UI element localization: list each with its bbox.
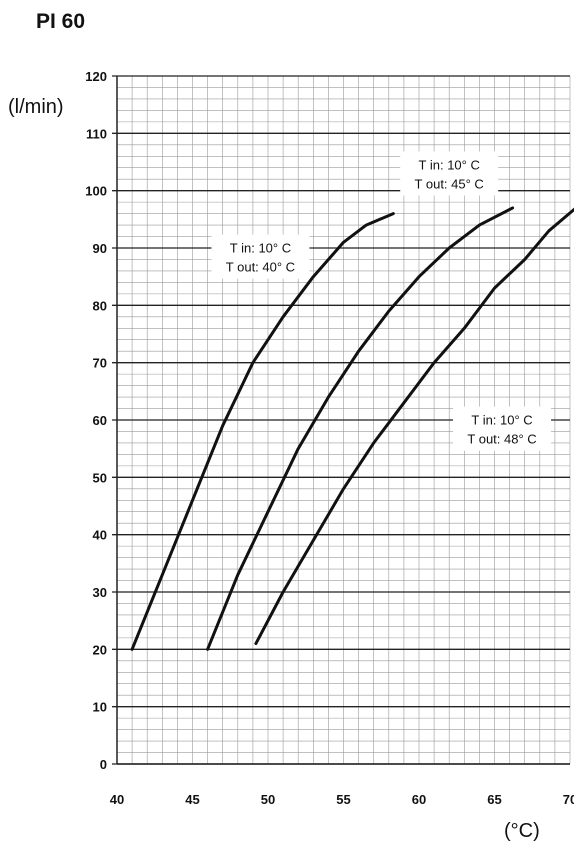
annotation-label: T out: 45° C bbox=[415, 176, 484, 191]
y-tick-label: 120 bbox=[85, 69, 107, 84]
x-tick-label: 40 bbox=[110, 792, 124, 807]
y-tick-label: 0 bbox=[100, 757, 107, 772]
annotation-label: T in: 10° C bbox=[419, 157, 480, 172]
x-tick-label: 55 bbox=[336, 792, 350, 807]
x-tick-label: 60 bbox=[412, 792, 426, 807]
y-tick-label: 110 bbox=[86, 126, 107, 141]
x-tick-label: 70 bbox=[563, 792, 574, 807]
x-tick-label: 65 bbox=[487, 792, 501, 807]
y-tick-label: 30 bbox=[93, 585, 107, 600]
x-tick-label: 50 bbox=[261, 792, 275, 807]
y-tick-label: 10 bbox=[93, 700, 107, 715]
y-tick-label: 90 bbox=[93, 241, 107, 256]
y-tick-label: 70 bbox=[93, 356, 107, 371]
x-tick-label: 45 bbox=[185, 792, 199, 807]
annotation-label: T in: 10° C bbox=[230, 241, 291, 256]
y-tick-label: 40 bbox=[93, 528, 107, 543]
y-tick-label: 80 bbox=[93, 298, 107, 313]
annotation-label: T out: 48° C bbox=[467, 432, 536, 447]
y-tick-label: 50 bbox=[93, 470, 107, 485]
annotation-label: T out: 40° C bbox=[226, 260, 295, 275]
annotation-label: T in: 10° C bbox=[471, 413, 532, 428]
y-tick-label: 20 bbox=[93, 642, 107, 657]
y-tick-label: 60 bbox=[93, 413, 107, 428]
y-tick-label: 100 bbox=[85, 184, 107, 199]
